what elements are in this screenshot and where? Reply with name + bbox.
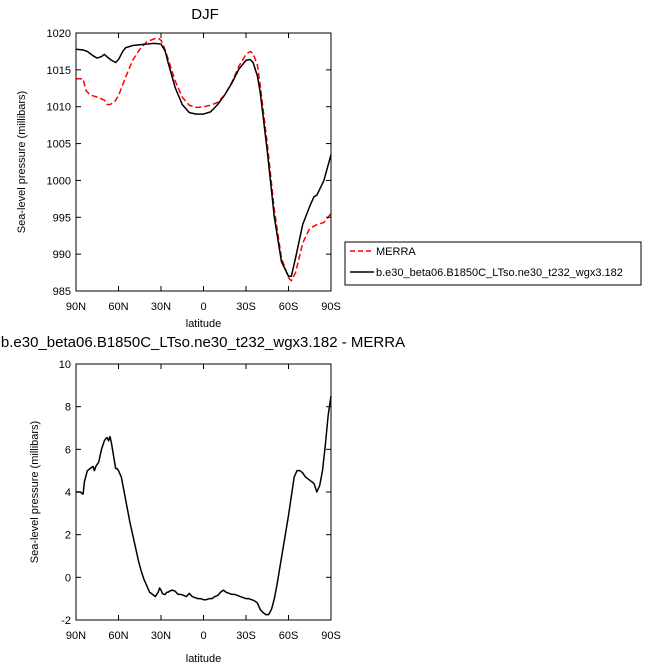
series-line-0 [76,37,332,282]
y-tick-label: 1010 [47,102,71,114]
series-group [76,395,332,616]
y-tick-label: 10 [59,359,71,371]
y-tick-label: 1015 [47,65,71,77]
y-tick-label: 1005 [47,139,71,151]
y-tick-label: 6 [65,444,71,456]
chart-title: b.e30_beta06.B1850C_LTso.ne30_t232_wgx3.… [1,334,405,351]
y-tick-label: 985 [53,286,71,298]
y-tick-label: 995 [53,212,71,224]
y-axis-label: Sea-level pressure (millibars) [29,421,41,563]
series-group [75,37,332,282]
y-tick-label: 1020 [47,28,71,40]
x-tick-label: 0 [200,630,206,642]
x-tick-label: 60S [279,301,299,313]
y-tick-label: -2 [61,615,71,627]
x-tick-label: 30S [236,630,256,642]
series-line-1 [75,42,332,278]
y-axis-label: Sea-level pressure (millibars) [16,91,28,233]
x-tick-label: 30N [151,301,171,313]
x-tick-label: 90S [321,301,341,313]
x-tick-label: 30N [151,630,171,642]
y-tick-label: 990 [53,249,71,261]
y-tick-label: 1000 [47,175,71,187]
plot-frame [75,363,332,621]
x-tick-label: 60S [279,630,299,642]
x-tick-label: 60N [108,301,128,313]
chart-title: DJF [191,6,219,23]
axis-ticks: 90N 60N 30N 0 30S 60S 90S -2 0 2 4 6 8 10 [59,359,341,642]
legend: MERRA b.e30_beta06.B1850C_LTso.ne30_t232… [344,241,642,286]
y-tick-label: 0 [65,572,71,584]
legend-label-model: b.e30_beta06.B1850C_LTso.ne30_t232_wgx3.… [376,267,623,279]
plot-area [75,37,332,282]
y-tick-label: 2 [65,530,71,542]
x-axis-label: latitude [186,653,221,665]
x-tick-label: 60N [108,630,128,642]
x-tick-label: 90N [66,630,86,642]
axis-ticks: 90N 60N 30N 0 30S 60S 90S 985 990 995 1000 1005 1010… [47,28,341,313]
y-tick-label: 8 [65,402,71,414]
plot-frame [75,32,332,292]
series-line-0 [76,395,332,616]
panel-bottom: b.e30_beta06.B1850C_LTso.ne30_t232_wgx3.… [1,334,405,665]
x-axis-label: latitude [186,318,221,330]
x-tick-label: 90S [321,630,341,642]
x-tick-label: 0 [200,301,206,313]
x-tick-label: 90N [66,301,86,313]
y-tick-label: 4 [65,487,71,499]
x-tick-label: 30S [236,301,256,313]
legend-box [344,241,642,286]
panel-top: DJF 90N 60N 30N 0 30S 60S 90S 985 990 995 1000 1005… [16,6,642,330]
legend-label-merra: MERRA [376,246,416,258]
